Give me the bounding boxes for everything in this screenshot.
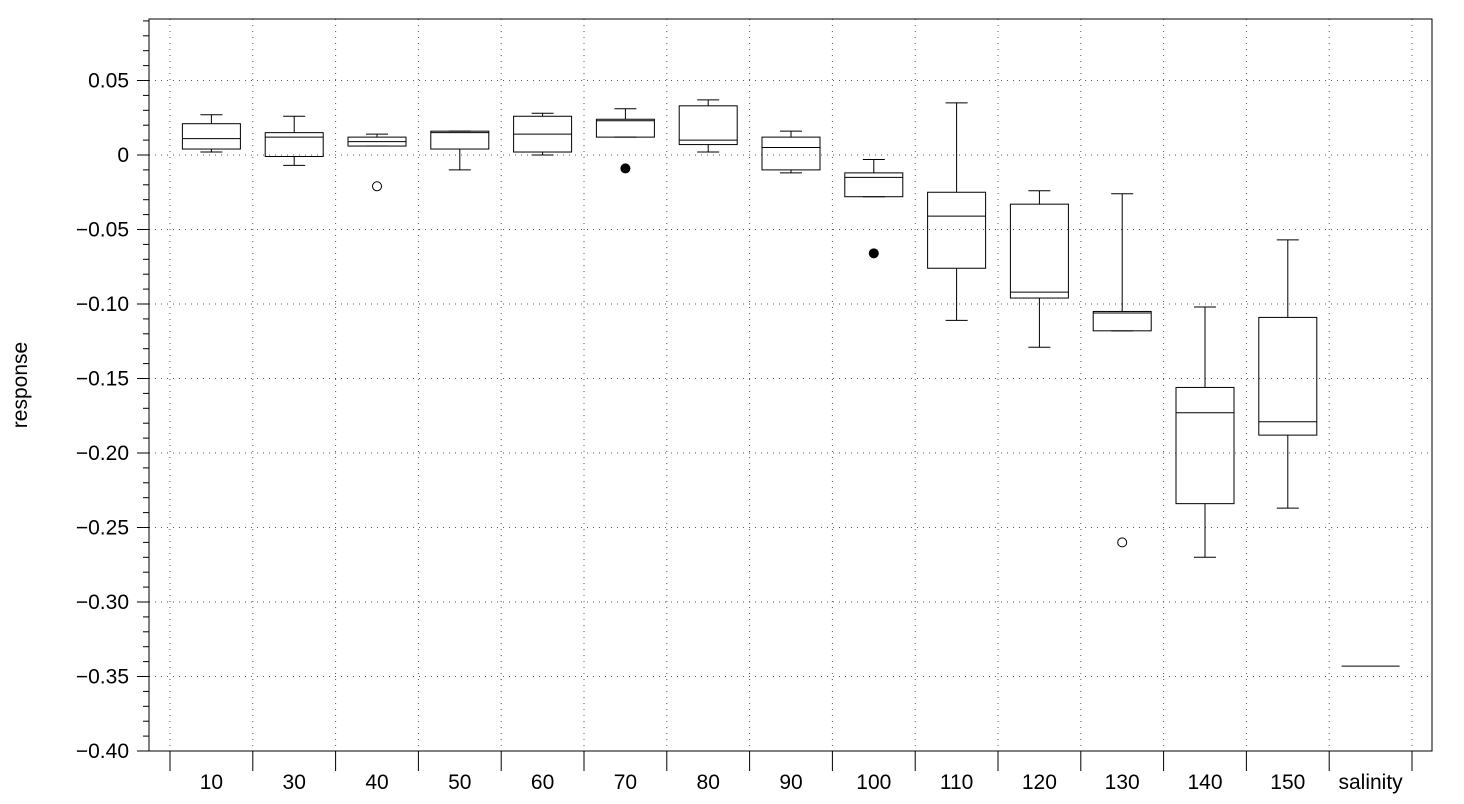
- box-iqr: [430, 130, 490, 150]
- box-130: [1092, 193, 1152, 548]
- y-tick-label: 0.05: [88, 70, 129, 93]
- box-iqr: [595, 118, 655, 138]
- x-tick-label: 130: [1105, 771, 1140, 794]
- box-iqr: [264, 132, 324, 157]
- x-tick-label: 140: [1187, 771, 1222, 794]
- x-tick-label: 90: [779, 771, 802, 794]
- outlier-point-open: [1117, 537, 1128, 548]
- x-tick-label: 60: [531, 771, 554, 794]
- box-40: [347, 133, 407, 192]
- x-tick-label: salinity: [1338, 771, 1403, 794]
- y-tick-label: −0.20: [76, 442, 129, 465]
- x-tick-label: 50: [448, 771, 471, 794]
- x-tick-label: 80: [697, 771, 720, 794]
- box-70: [595, 108, 655, 174]
- x-tick-label: 10: [200, 771, 223, 794]
- box-140: [1175, 306, 1235, 558]
- box-50: [430, 130, 490, 171]
- x-tick-label: 30: [283, 771, 306, 794]
- box-30: [264, 115, 324, 166]
- y-tick-label: −0.15: [76, 368, 129, 391]
- box-10: [181, 114, 241, 153]
- box-iqr: [678, 105, 738, 146]
- outlier-point-filled: [620, 163, 631, 174]
- box-iqr: [181, 123, 241, 150]
- box-iqr: [1009, 203, 1069, 299]
- box-iqr: [1258, 316, 1318, 436]
- y-axis-label: response: [9, 342, 32, 428]
- y-tick-label: −0.25: [76, 517, 129, 540]
- box-80: [678, 99, 738, 153]
- y-tick-label: −0.10: [76, 293, 129, 316]
- outlier-point-filled: [868, 248, 879, 259]
- x-tick-label: 110: [940, 771, 973, 794]
- plot-frame: [148, 18, 1433, 752]
- outlier-point-open: [372, 181, 382, 192]
- box-iqr: [927, 191, 987, 269]
- box-100: [844, 158, 904, 259]
- box-iqr: [761, 136, 821, 171]
- x-tick-label: 40: [365, 771, 388, 794]
- axis-layer: 0.05 0 −0.05 −0.10 −0.15 −0.20 −0.25 −0.30 −0.35…: [76, 18, 1433, 794]
- y-tick-label: 0: [117, 144, 129, 167]
- grid-layer: [149, 19, 1432, 751]
- x-tick-label: 150: [1270, 771, 1305, 794]
- y-tick-label: −0.40: [76, 740, 129, 763]
- box-150: [1258, 239, 1318, 509]
- y-tick-label: −0.05: [76, 219, 129, 242]
- box-layer: [181, 99, 1400, 667]
- y-tick-label: −0.35: [76, 666, 129, 689]
- x-tick-label: 100: [856, 771, 891, 794]
- box-120: [1009, 190, 1069, 348]
- box-iqr: [1092, 310, 1152, 332]
- x-tick-label: 70: [614, 771, 637, 794]
- box-iqr: [844, 172, 904, 198]
- box-iqr: [1175, 386, 1235, 505]
- box-110: [927, 102, 987, 321]
- box-60: [513, 112, 573, 156]
- x-tick-label: 120: [1022, 771, 1057, 794]
- y-tick-label: −0.30: [76, 591, 129, 614]
- box-90: [761, 130, 821, 174]
